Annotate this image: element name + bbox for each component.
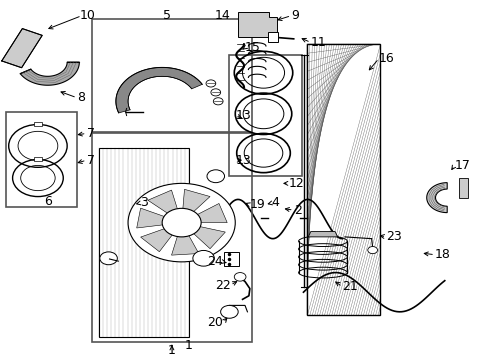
Text: 11: 11 bbox=[311, 36, 326, 49]
Bar bbox=[34, 157, 42, 161]
Circle shape bbox=[368, 247, 377, 254]
Text: 21: 21 bbox=[343, 280, 358, 293]
Polygon shape bbox=[182, 189, 210, 222]
Bar bbox=[92, 19, 252, 132]
Bar bbox=[99, 148, 189, 337]
Text: 15: 15 bbox=[245, 41, 261, 54]
Bar bbox=[307, 44, 380, 315]
Polygon shape bbox=[459, 178, 467, 198]
Polygon shape bbox=[427, 183, 447, 213]
Text: 5: 5 bbox=[163, 9, 171, 22]
Polygon shape bbox=[137, 208, 182, 228]
Text: 24: 24 bbox=[207, 255, 223, 268]
Bar bbox=[34, 122, 42, 126]
Polygon shape bbox=[148, 190, 182, 222]
Polygon shape bbox=[182, 222, 225, 249]
Text: 6: 6 bbox=[44, 195, 51, 208]
Polygon shape bbox=[116, 67, 202, 113]
Polygon shape bbox=[141, 222, 182, 252]
Text: 14: 14 bbox=[215, 9, 230, 22]
Circle shape bbox=[162, 208, 201, 237]
Text: 7: 7 bbox=[87, 154, 95, 167]
Text: 13: 13 bbox=[235, 154, 251, 167]
Bar bbox=[229, 55, 301, 176]
Text: 8: 8 bbox=[77, 91, 85, 104]
Text: 1: 1 bbox=[185, 339, 193, 352]
Circle shape bbox=[220, 305, 238, 318]
Circle shape bbox=[128, 183, 235, 262]
Polygon shape bbox=[20, 62, 79, 85]
Circle shape bbox=[206, 80, 216, 87]
Text: 7: 7 bbox=[87, 127, 95, 140]
Polygon shape bbox=[238, 12, 277, 37]
Text: 2: 2 bbox=[294, 204, 302, 217]
Circle shape bbox=[234, 273, 246, 281]
Circle shape bbox=[100, 252, 117, 265]
Circle shape bbox=[207, 170, 224, 183]
Text: 9: 9 bbox=[291, 9, 299, 22]
Bar bbox=[269, 32, 278, 42]
Polygon shape bbox=[308, 231, 338, 237]
Text: 23: 23 bbox=[386, 230, 402, 243]
Text: 13: 13 bbox=[235, 109, 251, 122]
Text: 16: 16 bbox=[379, 52, 395, 65]
Text: 17: 17 bbox=[455, 159, 470, 172]
Circle shape bbox=[193, 251, 214, 266]
Polygon shape bbox=[2, 28, 42, 68]
Text: 12: 12 bbox=[289, 177, 305, 190]
Polygon shape bbox=[182, 203, 227, 222]
Text: 10: 10 bbox=[79, 9, 95, 22]
Text: 19: 19 bbox=[250, 198, 266, 211]
Bar bbox=[92, 134, 252, 342]
Text: 1: 1 bbox=[168, 344, 176, 357]
Circle shape bbox=[211, 89, 220, 96]
Bar bbox=[224, 252, 239, 266]
Text: 20: 20 bbox=[207, 316, 223, 329]
Text: 18: 18 bbox=[435, 248, 451, 261]
Text: 3: 3 bbox=[140, 197, 148, 210]
Text: 22: 22 bbox=[215, 279, 230, 292]
Polygon shape bbox=[172, 222, 199, 255]
Bar bbox=[6, 112, 77, 207]
Circle shape bbox=[213, 98, 223, 105]
Text: 4: 4 bbox=[272, 197, 280, 210]
